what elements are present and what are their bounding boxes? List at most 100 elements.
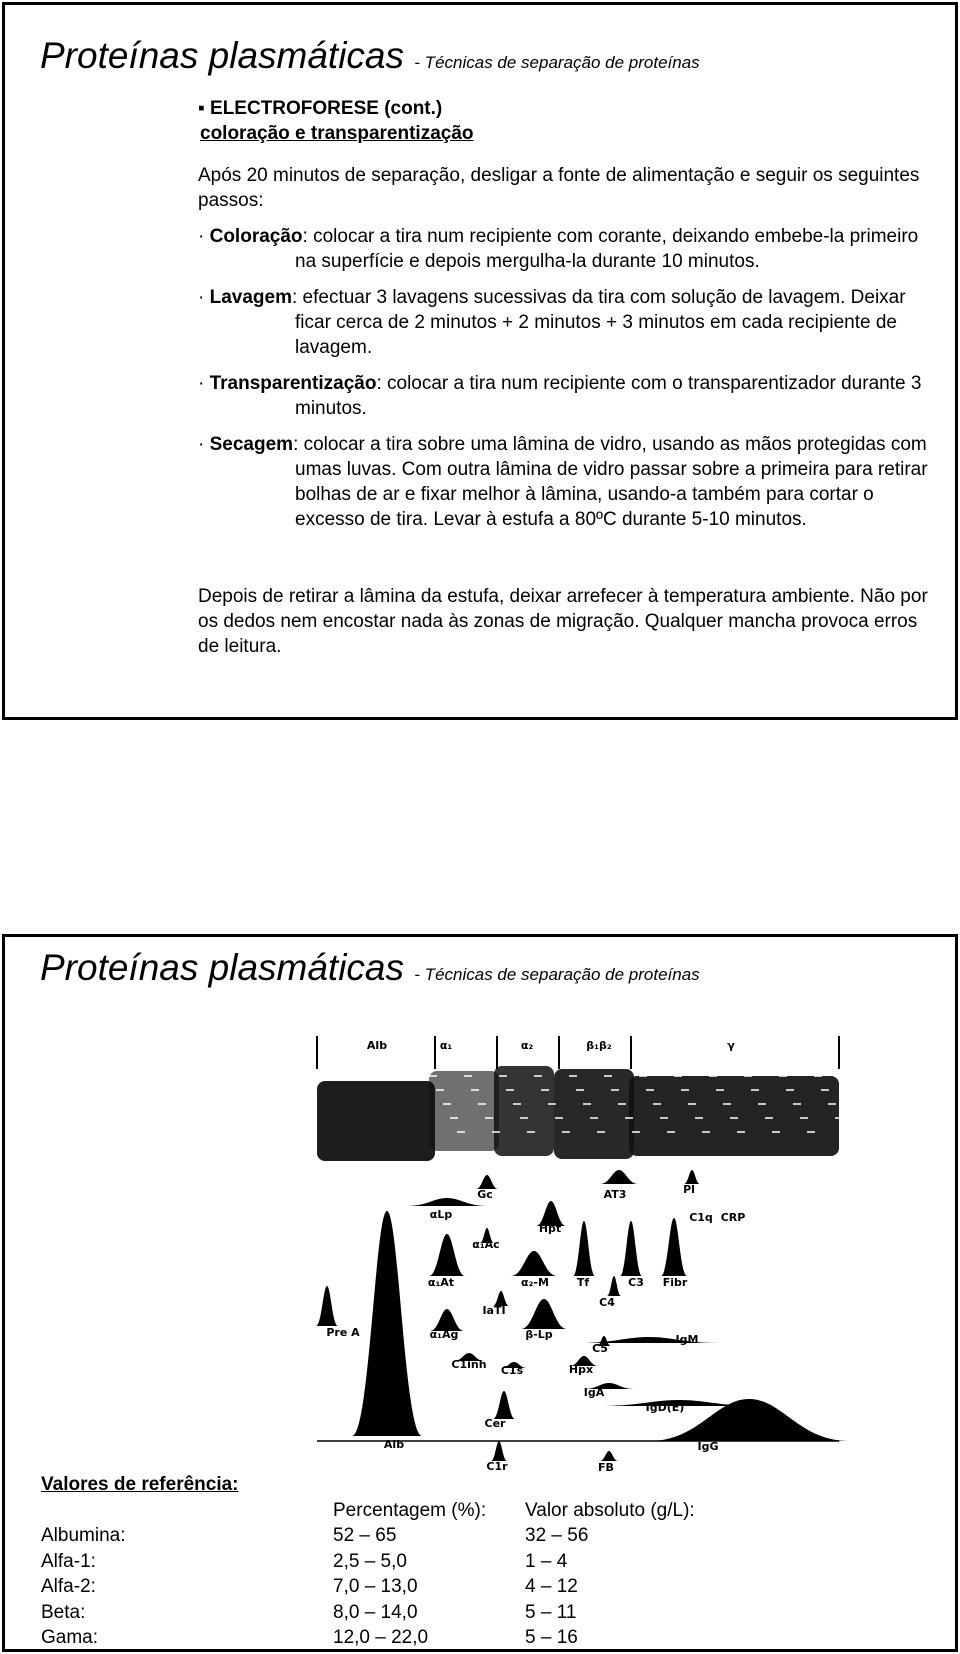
figure-label: Gc bbox=[477, 1188, 493, 1201]
figure-label: Alb bbox=[384, 1438, 404, 1451]
figure-label: α₂-M bbox=[521, 1276, 549, 1289]
peak bbox=[684, 1170, 700, 1184]
figure-label: C1s bbox=[501, 1364, 524, 1377]
figure-label: α₁Ag bbox=[430, 1328, 459, 1341]
figure-label: C1r bbox=[486, 1460, 508, 1473]
figure-label: α₁ bbox=[440, 1039, 453, 1052]
table-row: Alfa-2: 7,0 – 13,0 4 – 12 bbox=[41, 1575, 695, 1601]
peak bbox=[521, 1299, 567, 1329]
peak bbox=[493, 1391, 515, 1419]
peak bbox=[430, 1309, 464, 1331]
figure-label: Hpt bbox=[539, 1222, 561, 1235]
peak bbox=[429, 1234, 465, 1276]
step-text: : colocar a tira num recipiente com o tr… bbox=[295, 373, 922, 419]
peak bbox=[600, 1170, 638, 1184]
subheading: coloração e transparentização bbox=[200, 123, 474, 144]
peak bbox=[316, 1286, 338, 1326]
slide: Proteínas plasmáticas - Técnicas de sepa… bbox=[2, 2, 958, 720]
peak bbox=[491, 1441, 507, 1461]
electrophoresis-figure: Alb α₁ α₂ β₁β₂ γ Gc AT3 Pl C1q CRP αLp Hpt α₁Ac α₁At α… bbox=[314, 1036, 850, 1474]
table-cell: Beta: bbox=[41, 1601, 86, 1623]
table-cell: 7,0 – 13,0 bbox=[333, 1576, 418, 1598]
table-cell: 1 – 4 bbox=[525, 1550, 568, 1572]
figure-label: FB bbox=[598, 1461, 614, 1474]
figure-label: Alb bbox=[367, 1039, 387, 1052]
intro: Após 20 minutos de separação, desligar a… bbox=[198, 165, 920, 211]
figure-label: Hpx bbox=[569, 1363, 593, 1376]
gel-band bbox=[494, 1066, 554, 1156]
step-term: Secagem bbox=[209, 434, 294, 455]
table-cell: 32 – 56 bbox=[525, 1525, 589, 1547]
peak bbox=[570, 1356, 598, 1366]
heading-text: ELECTROFORESE (cont.) bbox=[210, 98, 443, 119]
peak bbox=[352, 1211, 422, 1436]
table-cell: 5 – 11 bbox=[525, 1601, 577, 1623]
peak bbox=[480, 1228, 494, 1243]
title: Proteínas plasmáticas bbox=[40, 35, 405, 76]
table-cell: 5 – 16 bbox=[525, 1627, 578, 1649]
figure-label: α₂ bbox=[521, 1039, 534, 1052]
step-text: : colocar a tira sobre uma lâmina de vid… bbox=[293, 434, 928, 530]
figure-label: C1q bbox=[689, 1211, 713, 1224]
figure-label: IgA bbox=[584, 1386, 605, 1399]
slide: Proteínas plasmáticas - Técnicas de sepa… bbox=[2, 934, 958, 1652]
slide-title: Proteínas plasmáticas - Técnicas de sepa… bbox=[40, 35, 700, 77]
step: · Secagem: colocar a tira sobre uma lâmi… bbox=[198, 434, 928, 530]
peak bbox=[661, 1218, 687, 1276]
peak bbox=[620, 1221, 642, 1276]
figure-label: γ bbox=[727, 1039, 735, 1052]
figure-label: Pl bbox=[683, 1183, 695, 1196]
peak bbox=[579, 1337, 719, 1343]
table-cell: 52 – 65 bbox=[333, 1525, 397, 1547]
column-header: Percentagem (%): bbox=[333, 1499, 487, 1521]
figure-label: αLp bbox=[430, 1208, 453, 1221]
slide-title: Proteínas plasmáticas - Técnicas de sepa… bbox=[40, 934, 700, 1009]
table-row: Gama: 12,0 – 22,0 5 – 16 bbox=[41, 1626, 695, 1652]
table-header: Percentagem (%): Valor absoluto (g/L): bbox=[41, 1498, 695, 1524]
figure-label: β-Lp bbox=[525, 1328, 552, 1341]
figure-label: IaTI bbox=[482, 1304, 505, 1317]
table-row: Albumina: 52 – 65 32 – 56 bbox=[41, 1524, 695, 1550]
table-cell: 12,0 – 22,0 bbox=[333, 1627, 429, 1649]
step-text: : colocar a tira num recipiente com cora… bbox=[295, 226, 919, 272]
gel-band bbox=[554, 1069, 634, 1159]
table-cell: Alfa-2: bbox=[41, 1576, 96, 1598]
peak bbox=[536, 1201, 566, 1226]
subtitle: - Técnicas de separação de proteínas bbox=[414, 53, 700, 72]
gel-band bbox=[317, 1081, 435, 1161]
peak bbox=[493, 1291, 509, 1306]
table-cell: Alfa-1: bbox=[41, 1550, 96, 1572]
figure-label: C1inh bbox=[451, 1358, 486, 1371]
subtitle: - Técnicas de separação de proteínas bbox=[414, 965, 700, 984]
table-heading: Valores de referência: bbox=[41, 1474, 239, 1495]
peak bbox=[407, 1198, 487, 1206]
table-cell: 8,0 – 14,0 bbox=[333, 1601, 418, 1623]
table-cell: 4 – 12 bbox=[525, 1576, 578, 1598]
table-row: Beta: 8,0 – 14,0 5 – 11 bbox=[41, 1600, 695, 1626]
closing: Depois de retirar a lâmina da estufa, de… bbox=[198, 586, 928, 657]
peak bbox=[584, 1383, 634, 1389]
peak bbox=[649, 1399, 849, 1441]
figure-label: β₁β₂ bbox=[586, 1039, 612, 1052]
step: · Transparentização: colocar a tira num … bbox=[198, 373, 922, 419]
figure-label: IgM bbox=[676, 1333, 699, 1346]
gel-band bbox=[429, 1071, 499, 1151]
figure-label: IgD(E) bbox=[646, 1401, 685, 1414]
step-term: Lavagem bbox=[209, 287, 292, 308]
step: · Coloração: colocar a tira num recipien… bbox=[198, 226, 919, 272]
table-cell: Gama: bbox=[41, 1627, 99, 1649]
figure-label: α₁At bbox=[428, 1276, 454, 1289]
spacer-cell bbox=[41, 1498, 333, 1524]
reference-table: Percentagem (%): Valor absoluto (g/L): Alb… bbox=[41, 1498, 695, 1651]
figure-label: CRP bbox=[721, 1211, 746, 1224]
peak bbox=[597, 1336, 611, 1346]
gel-band bbox=[629, 1076, 839, 1156]
peak bbox=[607, 1276, 621, 1296]
figure-label: IgG bbox=[698, 1440, 719, 1453]
heading: ▪ ELECTROFORESE (cont.) bbox=[198, 98, 443, 119]
figure-label: Pre A bbox=[326, 1326, 360, 1339]
figure-label: Fibr bbox=[663, 1276, 688, 1289]
figure-label: C3 bbox=[628, 1276, 644, 1289]
steps: · Coloração: colocar a tira num recipien… bbox=[198, 224, 928, 543]
